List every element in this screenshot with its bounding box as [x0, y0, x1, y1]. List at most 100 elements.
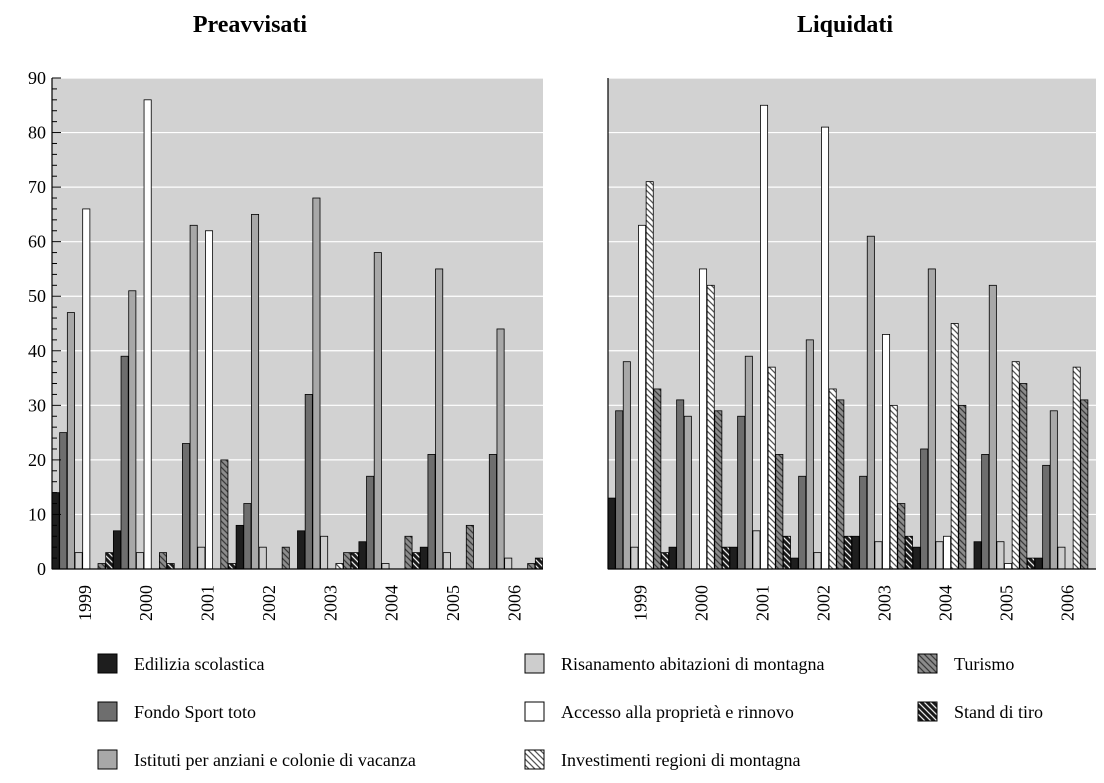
bar-accesso-alla-proprieta-e-rinnovo-2005 — [1004, 563, 1013, 570]
bar-investimenti-regioni-di-montagna-2002 — [828, 388, 837, 570]
bar-investimenti-regioni-di-montagna-2001 — [767, 366, 776, 570]
x-tick-label-2002: 2002 — [259, 585, 279, 621]
bar-turismo-2003 — [343, 552, 352, 570]
bar-turismo-2001 — [775, 454, 784, 570]
x-tick-label-2000: 2000 — [136, 585, 156, 621]
legend-swatch — [97, 749, 118, 770]
bar-turismo-1999 — [653, 388, 662, 570]
bar-istituti-per-anziani-e-colonie-di-vacanza-2003 — [312, 197, 321, 570]
bar-edilizia-scolastica-2000 — [112, 530, 121, 570]
x-tick-label-1999: 1999 — [631, 585, 651, 621]
y-tick-label: 70 — [28, 177, 46, 197]
chart-title: Preavvisati — [193, 12, 308, 38]
bar-turismo-1999 — [97, 563, 106, 570]
bar-istituti-per-anziani-e-colonie-di-vacanza-2003 — [866, 235, 875, 570]
bar-fondo-sport-toto-2005 — [981, 454, 990, 570]
bar-turismo-2006 — [527, 563, 536, 570]
bar-turismo-2002 — [281, 546, 290, 570]
bar-fondo-sport-toto-1999 — [615, 410, 624, 570]
bar-stand-di-tiro-2005 — [1026, 557, 1035, 570]
bar-stand-di-tiro-2001 — [228, 563, 237, 570]
bar-edilizia-scolastica-2000 — [668, 546, 677, 570]
legend-item-stand-di-tiro: Stand di tiro — [917, 701, 1043, 722]
bar-edilizia-scolastica-1999 — [607, 497, 616, 570]
bar-istituti-per-anziani-e-colonie-di-vacanza-2002 — [251, 213, 260, 570]
bar-risanamento-abitazioni-di-montagna-2002 — [258, 546, 267, 570]
bar-istituti-per-anziani-e-colonie-di-vacanza-2006 — [496, 328, 505, 570]
bar-risanamento-abitazioni-di-montagna-2006 — [1057, 546, 1066, 570]
bar-edilizia-scolastica-1999 — [51, 492, 60, 570]
x-tick-label-2003: 2003 — [875, 585, 895, 621]
legend-item-accesso-alla-proprieta-e-rinnovo: Accesso alla proprietà e rinnovo — [524, 701, 794, 722]
bar-edilizia-scolastica-2003 — [297, 530, 306, 570]
bar-investimenti-regioni-di-montagna-1999 — [645, 181, 654, 570]
bar-risanamento-abitazioni-di-montagna-2004 — [381, 563, 390, 570]
bar-risanamento-abitazioni-di-montagna-1999 — [630, 546, 639, 570]
legend-label: Istituti per anziani e colonie di vacanz… — [134, 750, 416, 770]
bar-istituti-per-anziani-e-colonie-di-vacanza-2001 — [744, 355, 753, 570]
bar-edilizia-scolastica-2003 — [851, 535, 860, 570]
bar-edilizia-scolastica-2004 — [912, 546, 921, 570]
bar-accesso-alla-proprieta-e-rinnovo-2001 — [760, 104, 769, 570]
bar-stand-di-tiro-2004 — [412, 552, 421, 570]
bar-investimenti-regioni-di-montagna-2003 — [335, 563, 344, 570]
bar-edilizia-scolastica-2002 — [790, 557, 799, 570]
bar-istituti-per-anziani-e-colonie-di-vacanza-2005 — [435, 268, 444, 570]
bar-fondo-sport-toto-2005 — [427, 454, 436, 570]
bar-accesso-alla-proprieta-e-rinnovo-2001 — [205, 230, 214, 570]
bar-istituti-per-anziani-e-colonie-di-vacanza-1999 — [66, 312, 75, 570]
legend-swatch — [97, 701, 118, 722]
bar-accesso-alla-proprieta-e-rinnovo-1999 — [82, 208, 91, 570]
bar-risanamento-abitazioni-di-montagna-2006 — [504, 557, 513, 570]
bar-stand-di-tiro-2000 — [721, 546, 730, 570]
legend-label: Turismo — [954, 654, 1014, 674]
legend-label: Fondo Sport toto — [134, 702, 256, 722]
legend-label: Stand di tiro — [954, 702, 1043, 722]
y-tick-label: 0 — [37, 559, 46, 579]
bar-accesso-alla-proprieta-e-rinnovo-2002 — [821, 126, 830, 570]
x-tick-label-2005: 2005 — [997, 585, 1017, 621]
x-tick-label-2001: 2001 — [753, 585, 773, 621]
y-tick-label: 40 — [28, 341, 46, 361]
bar-fondo-sport-toto-2001 — [737, 415, 746, 570]
bar-stand-di-tiro-2006 — [534, 557, 543, 570]
legend-label: Risanamento abitazioni di montagna — [561, 654, 824, 674]
legend-item-istituti-per-anziani-e-colonie-di-vacanza: Istituti per anziani e colonie di vacanz… — [97, 749, 416, 770]
x-tick-label-1999: 1999 — [75, 585, 95, 621]
bar-istituti-per-anziani-e-colonie-di-vacanza-2000 — [128, 290, 137, 570]
chart-panel-liquidati: Liquidati 1999 2000 2001 2002 2003 2004 2005 200… — [607, 12, 1096, 621]
legend-swatch — [524, 701, 545, 722]
legend: Edilizia scolastica Fondo Sport toto Istit… — [97, 653, 1043, 770]
bar-edilizia-scolastica-2001 — [729, 546, 738, 570]
bar-accesso-alla-proprieta-e-rinnovo-2004 — [943, 535, 952, 570]
y-tick-label: 50 — [28, 286, 46, 306]
bar-stand-di-tiro-2002 — [843, 535, 852, 570]
bar-istituti-per-anziani-e-colonie-di-vacanza-2006 — [1049, 410, 1058, 570]
bar-risanamento-abitazioni-di-montagna-2005 — [442, 552, 451, 570]
bar-fondo-sport-toto-2006 — [1042, 464, 1051, 570]
bar-fondo-sport-toto-2003 — [304, 394, 313, 570]
bar-fondo-sport-toto-2004 — [920, 448, 929, 570]
legend-item-edilizia-scolastica: Edilizia scolastica — [97, 653, 264, 674]
x-tick-label-2005: 2005 — [443, 585, 463, 621]
x-tick-label-2004: 2004 — [382, 585, 402, 621]
legend-swatch — [917, 701, 938, 722]
bar-fondo-sport-toto-2000 — [676, 399, 685, 570]
y-tick-label: 30 — [28, 395, 46, 415]
bar-risanamento-abitazioni-di-montagna-2003 — [874, 541, 883, 570]
bar-investimenti-regioni-di-montagna-2005 — [1011, 361, 1020, 570]
legend-item-turismo: Turismo — [917, 653, 1014, 674]
bar-investimenti-regioni-di-montagna-2006 — [1072, 366, 1081, 570]
bar-stand-di-tiro-2003 — [350, 552, 359, 570]
legend-item-fondo-sport-toto: Fondo Sport toto — [97, 701, 256, 722]
chart-title: Liquidati — [797, 12, 893, 38]
x-tick-label-2006: 2006 — [504, 585, 524, 621]
bar-turismo-2000 — [159, 552, 167, 570]
chart-panel-preavvisati: Preavvisati 0 10 20 30 40 50 60 70 80 90 1999 2000 20… — [28, 12, 543, 621]
bar-stand-di-tiro-1999 — [660, 552, 669, 570]
bar-risanamento-abitazioni-di-montagna-2001 — [752, 530, 761, 570]
bar-istituti-per-anziani-e-colonie-di-vacanza-1999 — [622, 361, 631, 570]
bar-investimenti-regioni-di-montagna-2000 — [706, 284, 715, 570]
bar-fondo-sport-toto-2004 — [366, 475, 375, 570]
bar-stand-di-tiro-2000 — [166, 563, 175, 570]
